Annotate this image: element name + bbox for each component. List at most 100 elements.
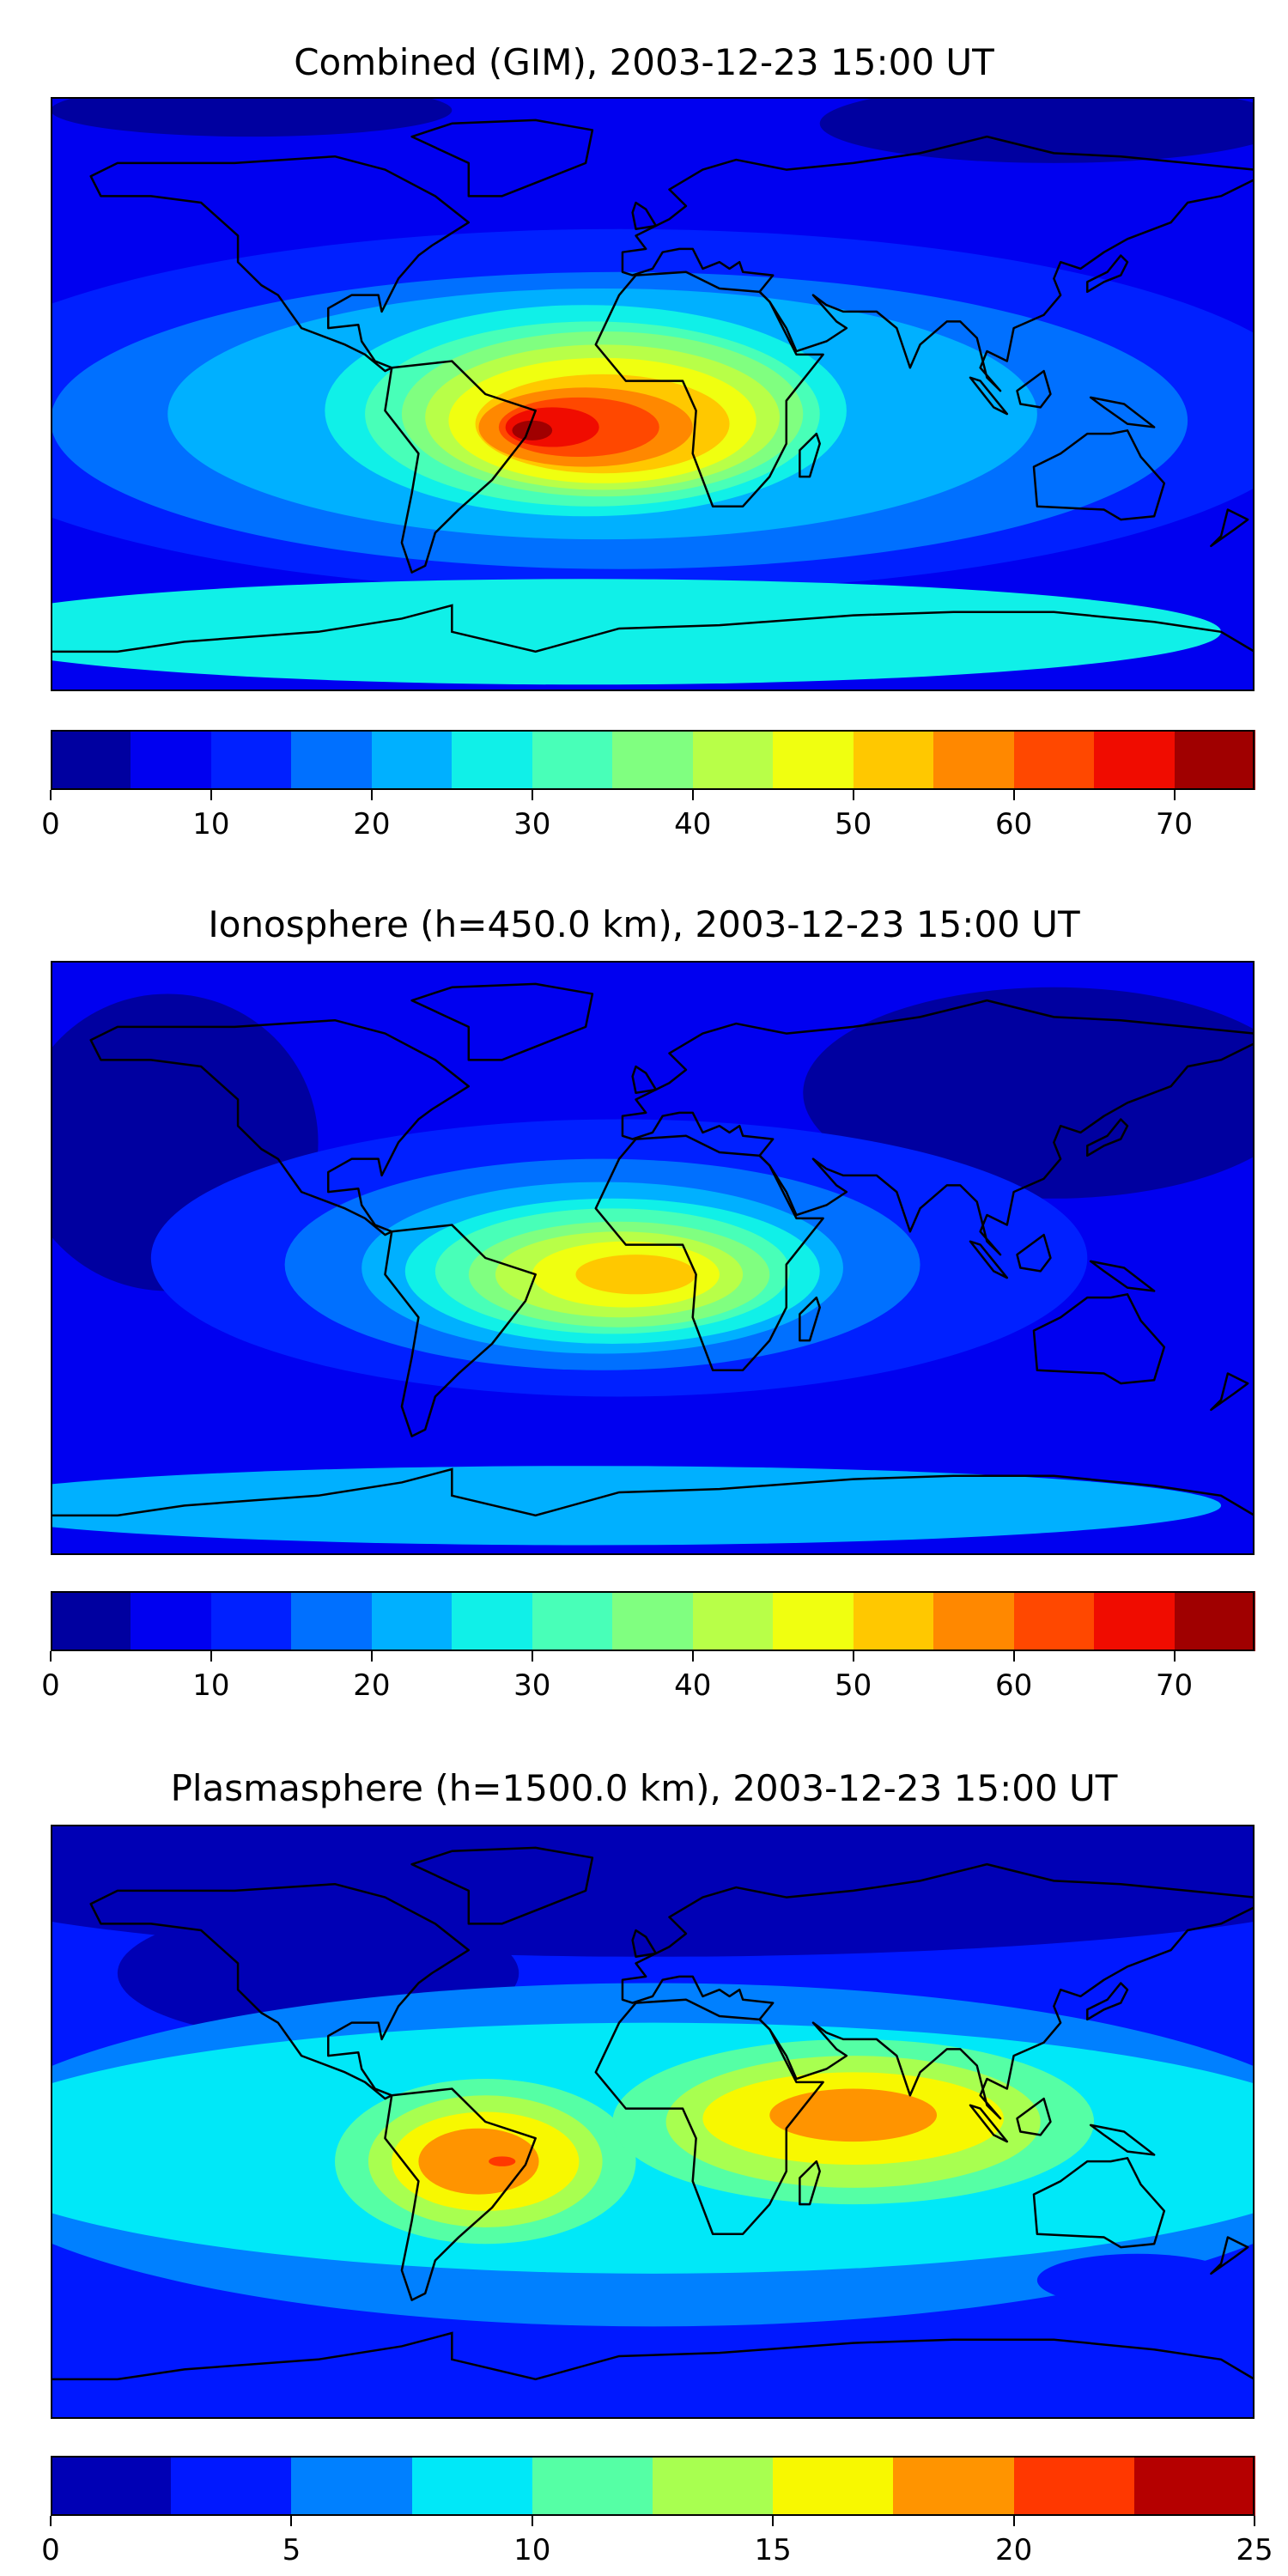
coastline-madagascar bbox=[799, 2160, 821, 2206]
colorbar-segment bbox=[532, 2456, 653, 2516]
chart-title: Combined (GIM), 2003-12-23 15:00 UT bbox=[294, 41, 994, 83]
coastline-north-america bbox=[89, 155, 471, 373]
tick-mark bbox=[691, 1651, 694, 1662]
tick-label: 20 bbox=[353, 1668, 391, 1703]
tick-mark bbox=[290, 2516, 293, 2526]
coastline-great-britain bbox=[631, 201, 658, 231]
colorbar-segment bbox=[131, 1591, 212, 1651]
colorbar-segment bbox=[532, 730, 614, 790]
tick-mark bbox=[1173, 1651, 1176, 1662]
map-plot bbox=[51, 961, 1255, 1555]
coastline-new-zealand bbox=[1210, 1372, 1249, 1412]
coastline-new-zealand bbox=[1210, 2236, 1249, 2275]
coastline-new-zealand bbox=[1210, 508, 1249, 548]
coastline-africa bbox=[594, 270, 824, 507]
colorbar-segment bbox=[51, 2456, 173, 2516]
colorbar-segment bbox=[933, 1591, 1015, 1651]
map-frame bbox=[51, 1825, 1255, 2419]
colorbar: 0 10 20 30 40 50 60 70 bbox=[41, 730, 1255, 841]
colorbar-segment bbox=[1094, 730, 1176, 790]
colorbar: 0 10 20 30 40 50 60 70 bbox=[41, 1591, 1255, 1703]
colorbar-segment bbox=[1094, 1591, 1176, 1651]
coastline-greenland bbox=[410, 118, 594, 197]
chart-title: Plasmasphere (h=1500.0 km), 2003-12-23 1… bbox=[170, 1767, 1118, 1809]
colorbar-segment bbox=[1174, 730, 1255, 790]
colorbar-segment bbox=[1013, 1591, 1096, 1651]
colorbar-segment bbox=[1133, 2456, 1255, 2516]
tick-mark bbox=[852, 1651, 854, 1662]
colorbar-segment bbox=[773, 730, 854, 790]
colorbar-segment bbox=[773, 2456, 895, 2516]
tick-label: 0 bbox=[41, 1668, 60, 1703]
tick-label: 30 bbox=[513, 807, 551, 841]
tick-mark bbox=[50, 790, 52, 800]
coastline-antarctica bbox=[51, 1467, 1255, 1517]
contour-level-7 bbox=[769, 2088, 938, 2142]
tick-label: 10 bbox=[192, 807, 230, 841]
tick-mark bbox=[210, 790, 212, 800]
colorbar-segment bbox=[131, 730, 212, 790]
contour-level-0 bbox=[803, 987, 1255, 1199]
coastline-sumatra bbox=[969, 2104, 1009, 2143]
tick-label: 70 bbox=[1155, 807, 1194, 841]
tick-mark bbox=[531, 2516, 533, 2526]
coastline-sumatra bbox=[969, 1240, 1009, 1279]
contour-level-8 bbox=[489, 2156, 516, 2166]
tick-label: 70 bbox=[1155, 1668, 1194, 1703]
coastline-antarctica bbox=[51, 604, 1255, 653]
coastline-greenland bbox=[410, 1846, 594, 1925]
colorbar-segment bbox=[893, 2456, 1015, 2516]
colorbar-segment bbox=[171, 2456, 293, 2516]
tick-label: 50 bbox=[835, 807, 872, 841]
colorbar-segment bbox=[452, 730, 533, 790]
contour-level-0 bbox=[819, 97, 1255, 163]
tick-label: 0 bbox=[41, 807, 60, 841]
tick-mark bbox=[852, 790, 854, 800]
colorbar-segment bbox=[853, 1591, 935, 1651]
tick-mark bbox=[1254, 2516, 1255, 2526]
colorbar-segment bbox=[291, 2456, 413, 2516]
tick-mark bbox=[1012, 1651, 1015, 1662]
coastline-new-guinea bbox=[1089, 2123, 1156, 2156]
coastline-japan bbox=[1086, 1982, 1129, 2021]
coastline-borneo bbox=[1016, 2097, 1052, 2136]
coastline-new-guinea bbox=[1089, 1260, 1156, 1292]
tick-mark bbox=[1012, 790, 1015, 800]
tick-label: 20 bbox=[353, 807, 391, 841]
tick-label: 0 bbox=[41, 2533, 60, 2567]
colorbar-segment bbox=[371, 730, 453, 790]
tick-mark bbox=[210, 1651, 212, 1662]
tick-mark bbox=[1173, 790, 1176, 800]
contour-level-0 bbox=[51, 97, 453, 137]
colorbar-segment bbox=[411, 2456, 533, 2516]
tick-label: 5 bbox=[282, 2533, 301, 2567]
coastline-australia bbox=[1032, 429, 1166, 521]
tick-mark bbox=[531, 1651, 533, 1662]
colorbar-segment bbox=[210, 1591, 293, 1651]
colorbar-segment bbox=[853, 730, 935, 790]
tick-label: 10 bbox=[192, 1668, 230, 1703]
coastline-south-america bbox=[384, 1224, 537, 1437]
contour-level-1 bbox=[1036, 2253, 1238, 2307]
coastline-borneo bbox=[1016, 369, 1052, 409]
colorbar-segment bbox=[612, 730, 694, 790]
coastline-great-britain bbox=[631, 1929, 658, 1959]
colorbar-segment bbox=[612, 1591, 694, 1651]
contour-level-5 bbox=[51, 579, 1221, 685]
tick-mark bbox=[370, 1651, 373, 1662]
colorbar-frame bbox=[51, 730, 1255, 790]
coastline-north-america bbox=[89, 1018, 471, 1236]
coastline-sumatra bbox=[969, 376, 1009, 416]
colorbar-segment bbox=[1174, 1591, 1255, 1651]
map-frame bbox=[51, 961, 1255, 1555]
tick-label: 15 bbox=[754, 2533, 792, 2567]
coastline-great-britain bbox=[631, 1065, 658, 1095]
colorbar-segment bbox=[653, 2456, 775, 2516]
coastline-south-america bbox=[384, 2087, 537, 2301]
coastline-madagascar bbox=[799, 1296, 821, 1342]
coastline-eurasia bbox=[621, 999, 1255, 1256]
colorbar: 0 5 10 15 20 25 bbox=[41, 2456, 1273, 2567]
colorbar-segment bbox=[773, 1591, 854, 1651]
tick-mark bbox=[50, 1651, 52, 1662]
colorbar-frame bbox=[51, 1591, 1255, 1651]
